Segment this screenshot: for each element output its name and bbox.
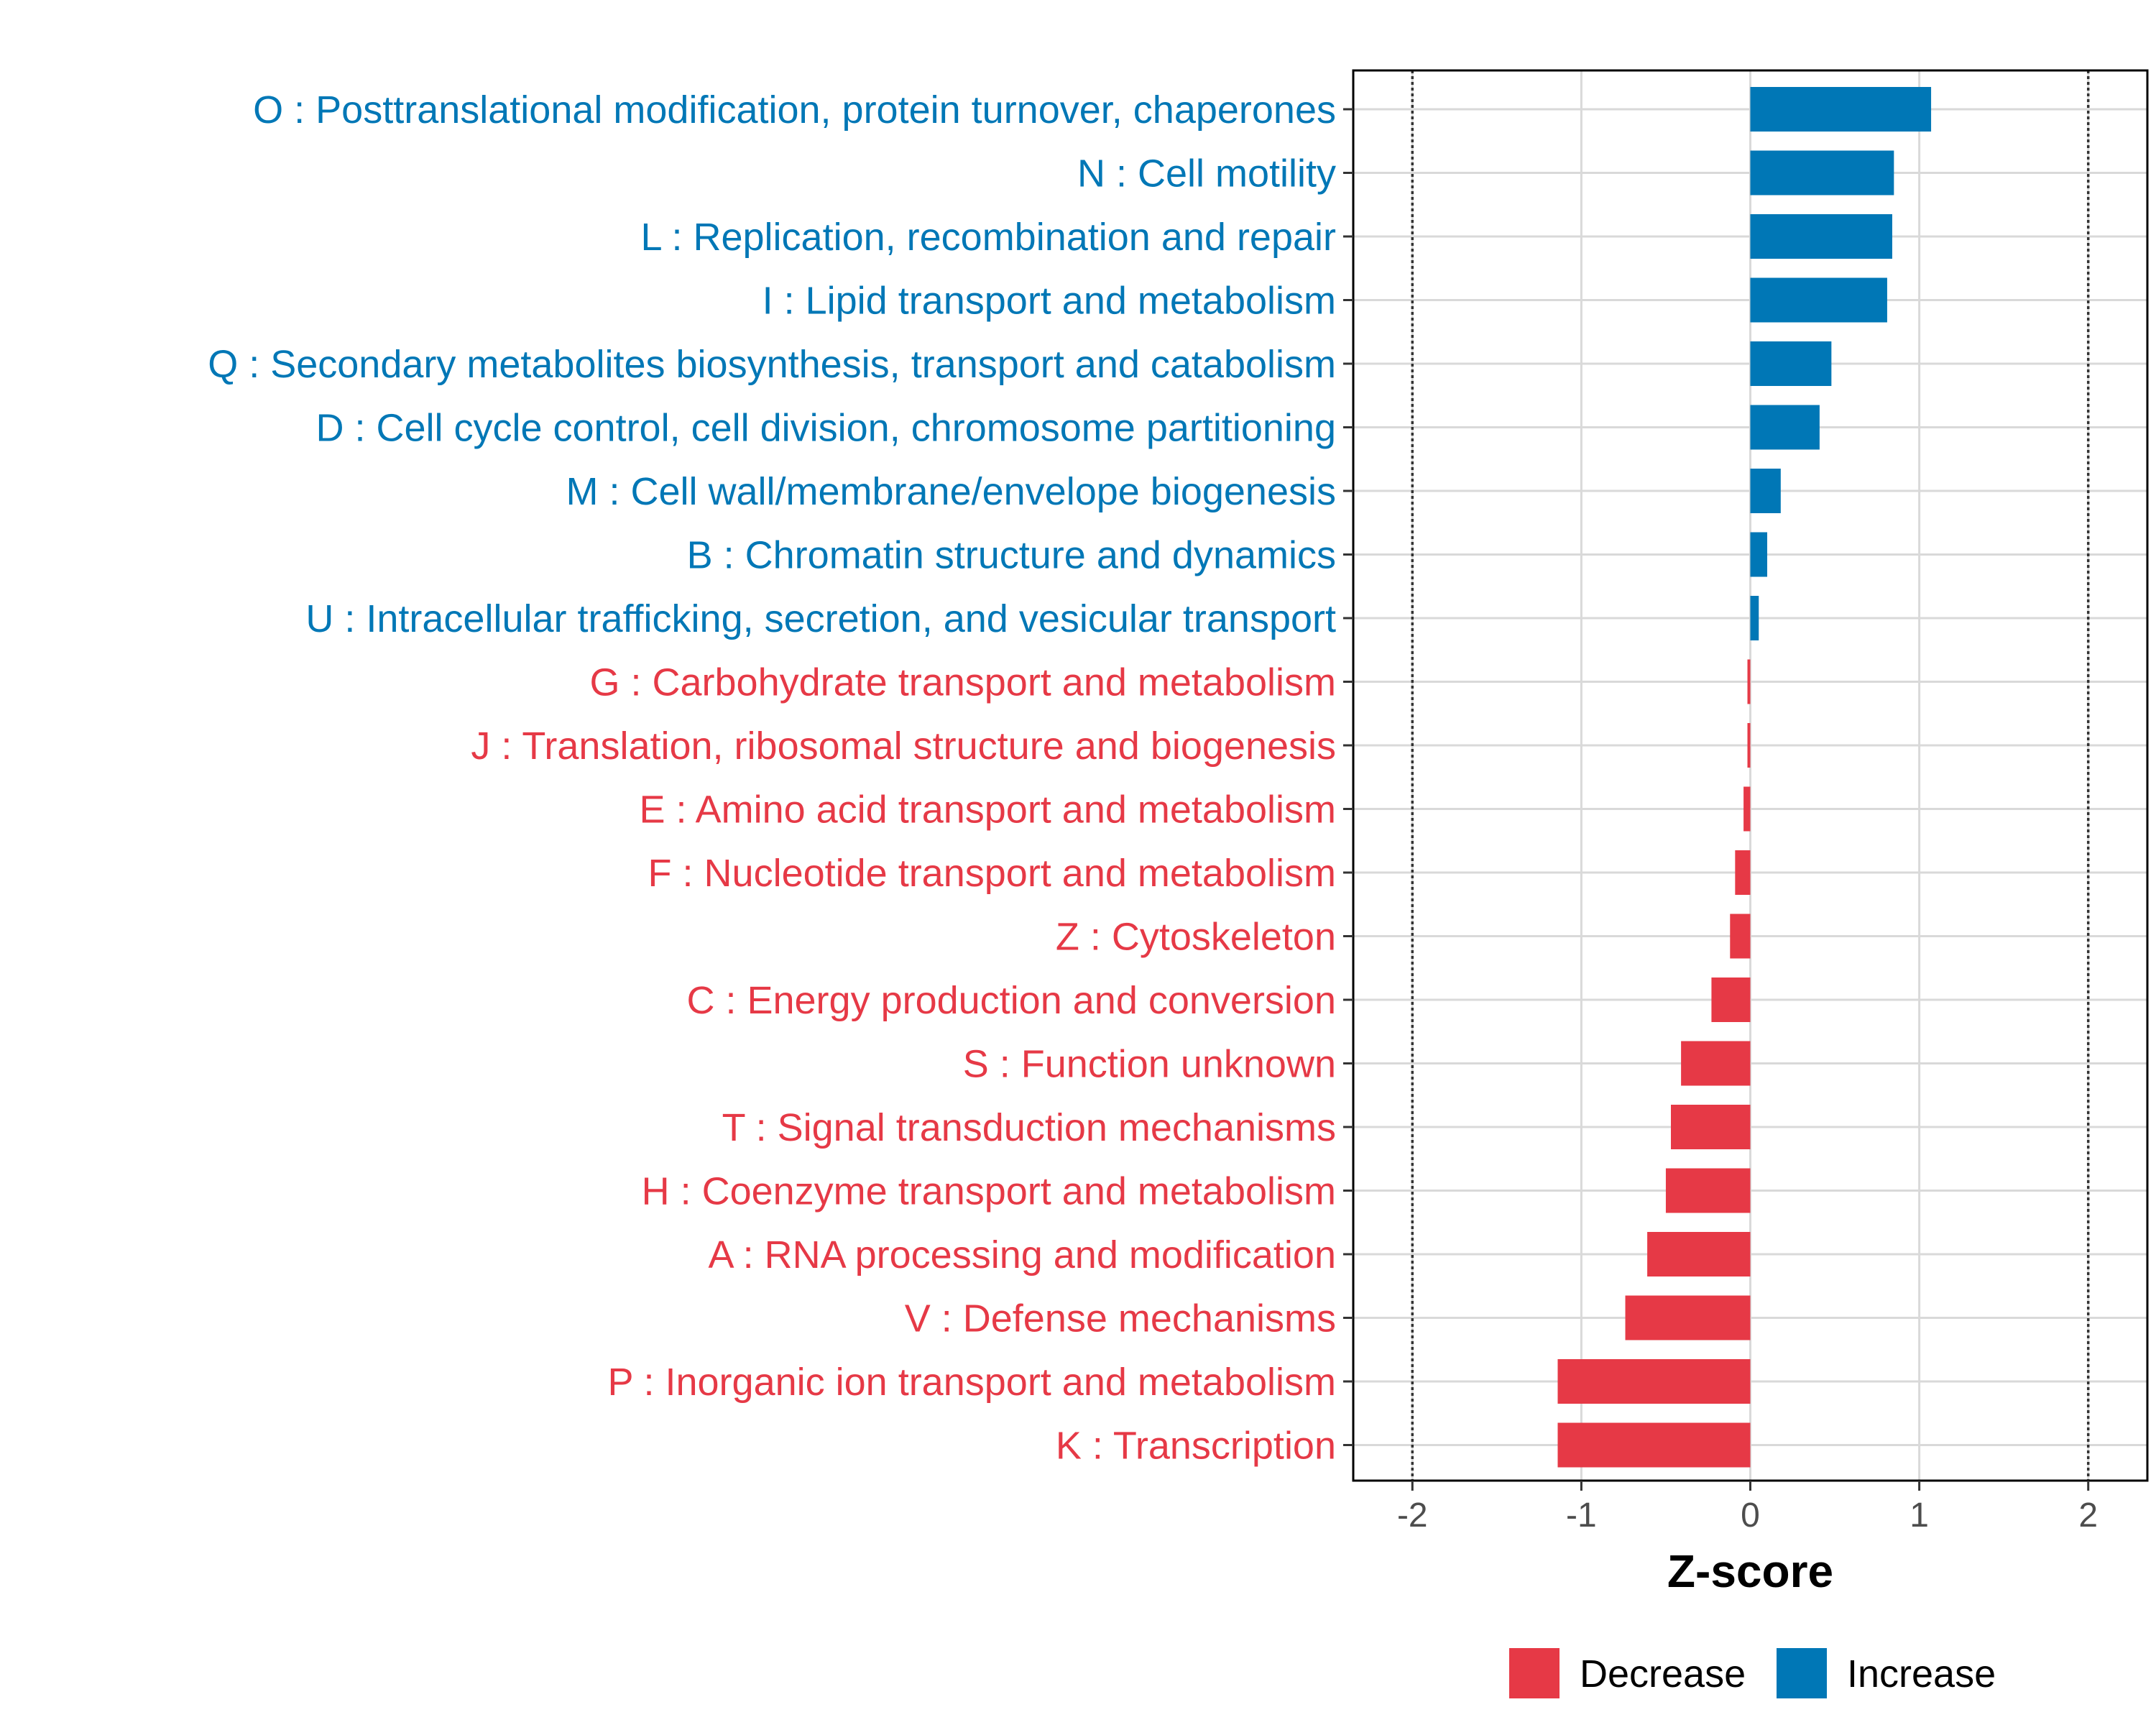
bar bbox=[1750, 405, 1820, 450]
category-label: B : Chromatin structure and dynamics bbox=[687, 534, 1336, 577]
category-label: Z : Cytoskeleton bbox=[1056, 916, 1336, 959]
category-labels: O : Posttranslational modification, prot… bbox=[208, 88, 1336, 1468]
bar bbox=[1735, 850, 1751, 895]
bar bbox=[1557, 1359, 1751, 1404]
category-label: U : Intracellular trafficking, secretion… bbox=[305, 597, 1336, 640]
x-axis-ticks: -2 -1 0 1 2 bbox=[1397, 1481, 2098, 1535]
x-tick-label: -1 bbox=[1566, 1496, 1597, 1535]
bar bbox=[1750, 87, 1932, 132]
legend-label-increase: Increase bbox=[1847, 1652, 1996, 1696]
category-label: T : Signal transduction mechanisms bbox=[722, 1106, 1336, 1149]
category-label: H : Coenzyme transport and metabolism bbox=[642, 1170, 1336, 1213]
y-axis-ticks bbox=[1343, 108, 1353, 1446]
category-label: E : Amino acid transport and metabolism bbox=[640, 788, 1336, 832]
x-tick-label: -2 bbox=[1397, 1496, 1428, 1535]
bar bbox=[1625, 1295, 1751, 1340]
category-label: F : Nucleotide transport and metabolism bbox=[648, 852, 1336, 895]
x-tick-label: 0 bbox=[1741, 1496, 1760, 1535]
category-label: K : Transcription bbox=[1056, 1425, 1336, 1468]
bar bbox=[1747, 723, 1751, 768]
reference-lines bbox=[1411, 70, 2090, 1481]
category-label: G : Carbohydrate transport and metabolis… bbox=[590, 661, 1337, 704]
bar bbox=[1743, 786, 1751, 832]
x-tick-label: 2 bbox=[2078, 1496, 2098, 1535]
category-label: S : Function unknown bbox=[963, 1043, 1336, 1086]
bar bbox=[1665, 1168, 1751, 1213]
legend-swatch-decrease bbox=[1509, 1648, 1560, 1698]
legend: Decrease Increase bbox=[1509, 1648, 1996, 1698]
bar bbox=[1750, 596, 1759, 640]
x-tick-label: 1 bbox=[1909, 1496, 1929, 1535]
category-label: A : RNA processing and modification bbox=[709, 1233, 1336, 1276]
legend-swatch-increase bbox=[1777, 1648, 1827, 1698]
category-label: Q : Secondary metabolites biosynthesis, … bbox=[208, 343, 1336, 386]
category-label: V : Defense mechanisms bbox=[905, 1297, 1336, 1340]
bar bbox=[1681, 1041, 1751, 1086]
bar bbox=[1750, 341, 1832, 386]
bar bbox=[1730, 914, 1751, 959]
bar bbox=[1647, 1232, 1751, 1276]
bars bbox=[1557, 87, 1932, 1468]
x-axis-title: Z-score bbox=[1667, 1545, 1833, 1597]
category-label: D : Cell cycle control, cell division, c… bbox=[315, 407, 1336, 450]
bar bbox=[1557, 1422, 1751, 1468]
bar bbox=[1750, 150, 1894, 196]
bar bbox=[1750, 277, 1887, 323]
category-label: L : Replication, recombination and repai… bbox=[640, 216, 1336, 259]
bar bbox=[1671, 1105, 1751, 1149]
bar bbox=[1750, 214, 1892, 259]
bar bbox=[1750, 532, 1768, 577]
category-label: N : Cell motility bbox=[1077, 152, 1336, 196]
bar bbox=[1750, 469, 1781, 513]
category-label: J : Translation, ribosomal structure and… bbox=[471, 724, 1336, 768]
category-label: I : Lipid transport and metabolism bbox=[763, 280, 1336, 323]
category-label: P : Inorganic ion transport and metaboli… bbox=[607, 1361, 1336, 1404]
category-label: C : Energy production and conversion bbox=[686, 979, 1336, 1022]
bar bbox=[1711, 978, 1751, 1022]
category-label: M : Cell wall/membrane/envelope biogenes… bbox=[566, 470, 1336, 513]
category-label: O : Posttranslational modification, prot… bbox=[253, 88, 1336, 132]
legend-label-decrease: Decrease bbox=[1580, 1652, 1746, 1696]
bar bbox=[1747, 659, 1751, 704]
